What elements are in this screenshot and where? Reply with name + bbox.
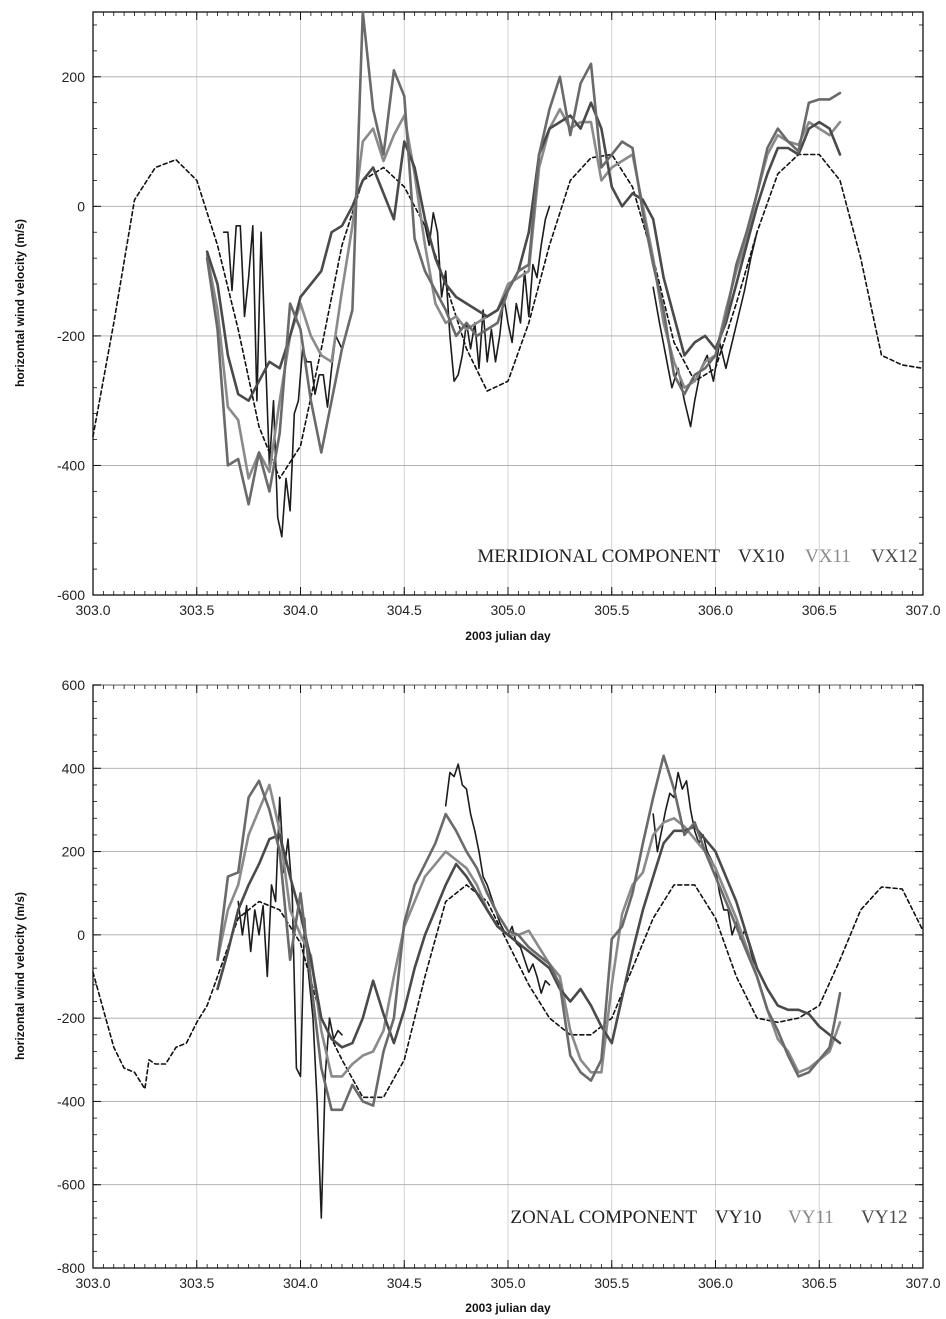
- meridional-x-tick-label: 305.5: [594, 602, 629, 618]
- zonal-y-axis-title: horizontal wind velocity (m/s): [13, 892, 27, 1060]
- meridional-y-tick-label: 200: [62, 69, 86, 85]
- zonal-series-vy11-line: [216, 783, 842, 1078]
- legend-entry-vy11: VY11: [788, 1207, 834, 1228]
- zonal-legend: ZONAL COMPONENT VY10 VY11 VY12: [510, 1207, 907, 1228]
- zonal-x-tick-label: 303.0: [75, 1275, 110, 1291]
- zonal-y-tick-label: 200: [62, 844, 86, 860]
- zonal-y-tick-label: 600: [62, 677, 86, 693]
- meridional-x-tick-label: 306.5: [802, 602, 837, 618]
- meridional-series-vx10-segment-1-line: [222, 225, 343, 538]
- meridional-y-tick-label: -600: [57, 587, 85, 603]
- zonal-series-vy10-segment-1-line: [237, 796, 343, 1219]
- meridional-y-tick-label: -400: [57, 457, 85, 473]
- zonal-y-tick-label: -200: [57, 1010, 85, 1026]
- zonal-y-tick-label: -400: [57, 1093, 85, 1109]
- meridional-series-vx12-line: [205, 101, 842, 403]
- meridional-x-tick-label: 303.0: [75, 602, 110, 618]
- meridional-x-axis-title: 2003 julian day: [465, 629, 551, 643]
- meridional-series-vx10-segment-2-line: [424, 205, 551, 383]
- meridional-component-annotation: MERIDIONAL COMPONENT: [477, 546, 720, 567]
- zonal-x-tick-label: 307.0: [905, 1275, 940, 1291]
- zonal-y-tick-label: 400: [62, 760, 86, 776]
- zonal-x-tick-label: 303.5: [179, 1275, 214, 1291]
- zonal-x-tick-label: 306.0: [698, 1275, 733, 1291]
- zonal-component-annotation: ZONAL COMPONENT: [510, 1207, 697, 1228]
- legend-entry-vx12: VX12: [871, 546, 917, 567]
- legend-entry-vy12: VY12: [861, 1207, 907, 1228]
- meridional-chart: 303.0 303.5 304.0 304.5 305.0 305.5 306.0 306.5…: [13, 10, 941, 643]
- meridional-y-tick-label: 0: [77, 198, 85, 214]
- meridional-series-reference-0-line: [92, 153, 924, 480]
- meridional-y-axis-title: horizontal wind velocity (m/s): [13, 219, 27, 387]
- zonal-chart: 303.0 303.5 304.0 304.5 305.0 305.5 306.0 306.5…: [13, 677, 941, 1315]
- meridional-x-tick-label: 304.5: [387, 602, 422, 618]
- zonal-series-reference-4-line: [216, 754, 842, 1112]
- zonal-x-tick-label: 306.5: [802, 1275, 837, 1291]
- zonal-x-axis-title: 2003 julian day: [465, 1301, 551, 1315]
- meridional-x-tick-label: 306.0: [698, 602, 733, 618]
- meridional-series-reference-4-line: [205, 10, 842, 506]
- zonal-x-tick-label: 305.0: [490, 1275, 525, 1291]
- zonal-x-tick-label: 304.5: [387, 1275, 422, 1291]
- zonal-series-vy12-line: [216, 825, 842, 1049]
- legend-entry-vy10: VY10: [715, 1207, 761, 1228]
- legend-entry-vx11: VX11: [805, 546, 851, 567]
- meridional-x-tick-label: 304.0: [283, 602, 318, 618]
- legend-entry-vx10: VX10: [738, 546, 784, 567]
- zonal-x-tick-label: 305.5: [594, 1275, 629, 1291]
- meridional-x-tick-label: 303.5: [179, 602, 214, 618]
- zonal-y-tick-label: -800: [57, 1260, 85, 1276]
- meridional-y-tick-label: -200: [57, 328, 85, 344]
- meridional-x-tick-label: 307.0: [905, 602, 940, 618]
- zonal-x-tick-label: 304.0: [283, 1275, 318, 1291]
- zonal-y-tick-label: -600: [57, 1177, 85, 1193]
- meridional-x-tick-label: 305.0: [490, 602, 525, 618]
- zonal-y-tick-label: 0: [77, 927, 85, 943]
- zonal-series-reference-0-line: [92, 884, 924, 1099]
- meridional-legend: MERIDIONAL COMPONENT VX10 VX11 VX12: [477, 546, 917, 567]
